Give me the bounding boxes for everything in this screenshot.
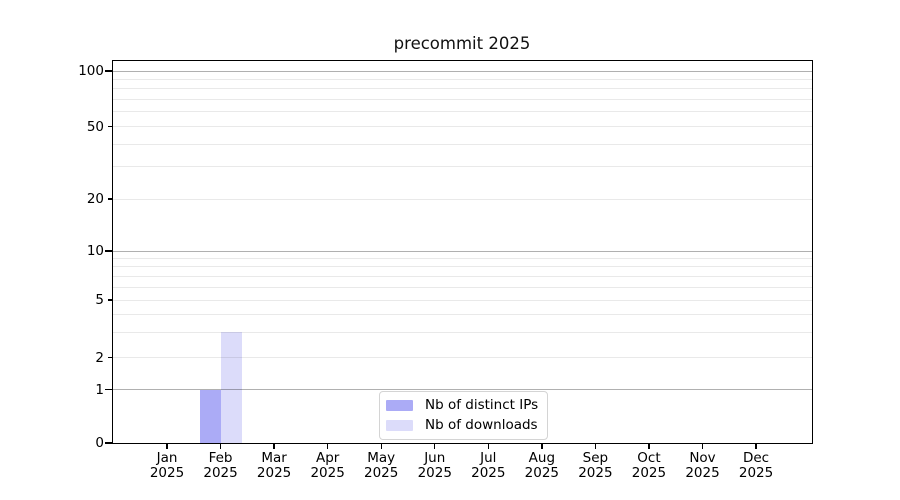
x-tick-dec: [755, 443, 757, 449]
legend-swatch-downloads-icon: [386, 419, 413, 431]
gridline-y-9: [113, 257, 812, 259]
y-tick-label-5: 5: [95, 292, 104, 308]
x-tick-apr: [326, 443, 329, 449]
bar-feb-downloads: [220, 332, 242, 443]
gridline-y-20: [113, 198, 812, 200]
gridline-y-100: [113, 70, 812, 72]
gridline-y-3: [113, 331, 812, 333]
legend: Nb of distinct IPs Nb of downloads: [379, 391, 549, 440]
x-tick-jan: [166, 443, 168, 449]
x-tick-mar: [273, 443, 275, 449]
gridline-y-6: [113, 286, 812, 288]
x-tick-label-may: May 2025: [364, 450, 399, 481]
y-tick-label-100: 100: [78, 63, 104, 79]
y-tick-5: [108, 299, 112, 301]
gridline-y-2: [113, 357, 812, 358]
gridline-y-50: [113, 126, 812, 127]
gridline-y-30: [113, 166, 812, 168]
y-tick-100: [105, 70, 112, 72]
y-tick-2: [108, 356, 112, 359]
legend-item-downloads: Nb of downloads: [386, 415, 538, 435]
y-tick-10: [105, 250, 112, 252]
y-tick-1: [105, 388, 112, 391]
y-tick-label-20: 20: [86, 191, 104, 207]
y-tick-label-50: 50: [86, 118, 104, 135]
y-tick-label-10: 10: [86, 243, 104, 259]
gridline-y-40: [113, 143, 812, 145]
y-tick-0: [105, 442, 112, 444]
x-tick-jul: [487, 443, 489, 449]
chart-title: precommit 2025: [393, 34, 531, 53]
gridline-y-4: [113, 313, 812, 315]
gridline-y-80: [113, 88, 812, 90]
x-tick-sep: [594, 443, 597, 449]
x-tick-label-oct: Oct 2025: [631, 450, 667, 481]
y-tick-50: [108, 125, 112, 128]
x-tick-label-aug: Aug 2025: [524, 450, 560, 481]
gridline-y-8: [113, 266, 812, 268]
x-tick-label-nov: Nov 2025: [685, 450, 720, 481]
legend-item-distinct-ips: Nb of distinct IPs: [386, 395, 538, 415]
x-tick-may: [380, 443, 382, 449]
y-tick-20: [108, 198, 112, 200]
x-tick-label-dec: Dec 2025: [738, 450, 774, 481]
legend-label-distinct-ips: Nb of distinct IPs: [425, 397, 539, 413]
gridline-y-70: [113, 99, 812, 101]
gridline-y-90: [113, 78, 812, 80]
gridline-y-60: [113, 111, 812, 113]
x-tick-oct: [648, 443, 650, 449]
y-tick-label-2: 2: [95, 349, 104, 366]
x-tick-feb: [219, 443, 222, 449]
gridline-y-5: [113, 299, 812, 301]
x-tick-aug: [541, 443, 543, 449]
legend-swatch-distinct-ips-icon: [386, 399, 413, 411]
legend-label-downloads: Nb of downloads: [425, 417, 538, 433]
plot-area: [112, 60, 813, 444]
gridline-y-10: [113, 250, 812, 252]
x-tick-label-sep: Sep 2025: [578, 450, 613, 481]
x-tick-label-jun: Jun 2025: [417, 450, 452, 481]
bar-feb-distinct-ips: [199, 389, 221, 443]
x-tick-label-jan: Jan 2025: [149, 450, 185, 481]
gridline-y-7: [113, 275, 812, 277]
x-tick-jun: [434, 443, 436, 449]
x-tick-label-jul: Jul 2025: [471, 450, 506, 481]
y-tick-label-0: 0: [95, 435, 104, 451]
x-tick-nov: [701, 443, 704, 449]
x-tick-label-mar: Mar 2025: [256, 450, 292, 481]
x-tick-label-apr: Apr 2025: [310, 450, 345, 481]
x-tick-label-feb: Feb 2025: [203, 450, 238, 481]
y-tick-label-1: 1: [95, 381, 104, 398]
